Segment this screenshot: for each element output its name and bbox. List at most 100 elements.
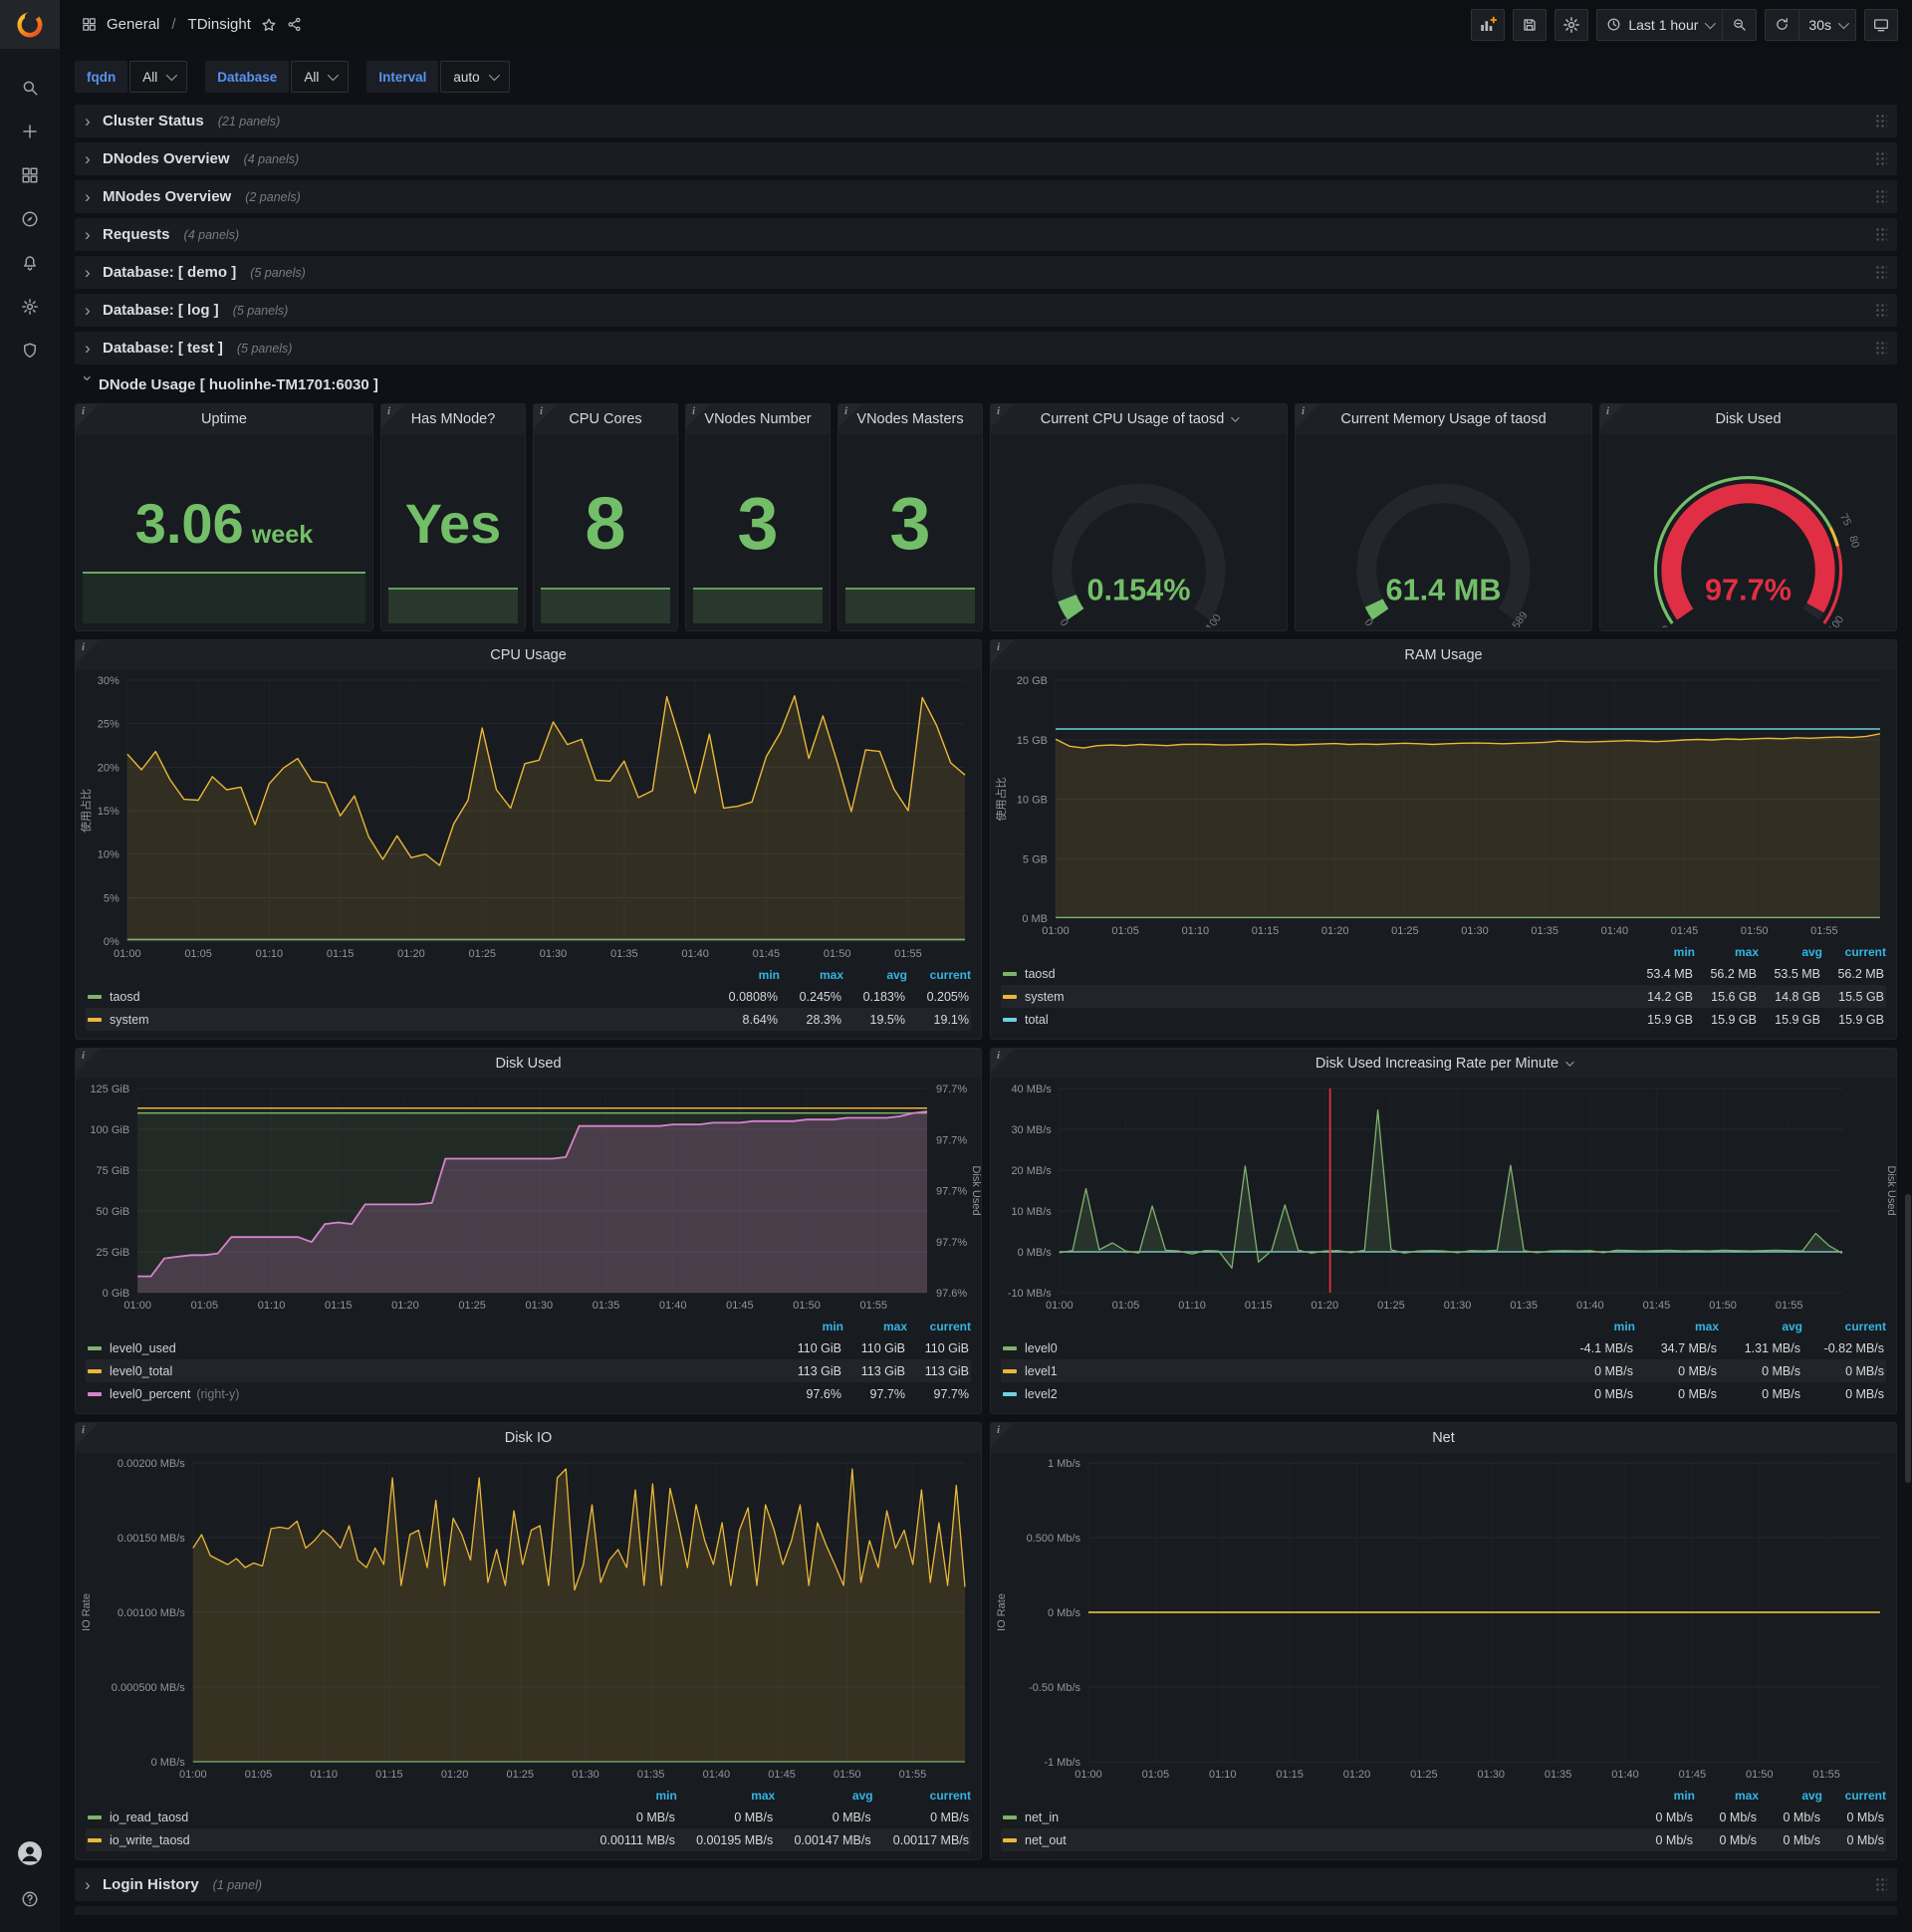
svg-text:97.7%: 97.7%: [1705, 572, 1792, 606]
chevron-down-icon: [1231, 413, 1240, 422]
explore-compass-icon[interactable]: [13, 204, 47, 234]
breadcrumb-section[interactable]: General: [107, 16, 160, 33]
legend-series-name[interactable]: system: [1025, 989, 1065, 1004]
stat-value: 3.06 week: [134, 491, 314, 555]
search-icon[interactable]: [13, 73, 47, 103]
svg-text:01:55: 01:55: [1810, 925, 1838, 937]
time-range-picker[interactable]: Last 1 hour: [1597, 10, 1722, 40]
legend-series-name[interactable]: level0_used: [110, 1340, 176, 1355]
legend-series-name[interactable]: level1: [1025, 1363, 1058, 1378]
svg-text:20%: 20%: [98, 762, 120, 774]
panel-title[interactable]: i VNodes Number: [686, 404, 830, 434]
svg-text:15 GB: 15 GB: [1017, 735, 1048, 747]
grafana-logo[interactable]: [0, 0, 60, 49]
configuration-gear-icon[interactable]: [13, 292, 47, 322]
refresh-interval-picker[interactable]: 30s: [1798, 9, 1855, 40]
plus-icon[interactable]: [13, 117, 47, 146]
row-drag-handle-icon[interactable]: [1875, 189, 1887, 204]
help-icon[interactable]: [13, 1884, 47, 1914]
legend-series-name[interactable]: level0_total: [110, 1363, 173, 1378]
dashboard-row-database-log[interactable]: › Database: [ log ] (5 panels): [75, 294, 1897, 327]
legend-series-name[interactable]: io_write_taosd: [110, 1832, 190, 1847]
panel-title[interactable]: i Net: [991, 1423, 1896, 1453]
zoom-out-icon: [1732, 17, 1747, 32]
star-icon[interactable]: [261, 17, 277, 33]
zoom-out-time-button[interactable]: [1722, 9, 1756, 40]
legend-value: 1.31 MB/s: [1744, 1340, 1800, 1355]
gauge-panel-current-cpu-usage-of-taosd: i Current CPU Usage of taosd 0 100 0.154%: [990, 403, 1288, 631]
panel-title[interactable]: i Current Memory Usage of taosd: [1296, 404, 1591, 434]
alerting-bell-icon[interactable]: [13, 248, 47, 278]
panel-title[interactable]: i Disk Used: [76, 1049, 981, 1079]
panel-title[interactable]: i Disk Used: [1600, 404, 1896, 434]
svg-text:97.7%: 97.7%: [936, 1084, 967, 1095]
row-drag-handle-icon[interactable]: [1875, 114, 1887, 128]
save-dashboard-button[interactable]: [1513, 8, 1548, 41]
dashboard-row-cluster-status[interactable]: › Cluster Status (21 panels): [75, 105, 1897, 137]
svg-text:01:50: 01:50: [824, 948, 851, 960]
chart-panels-grid: i CPU Usage 01:00 01:05 01:10 01:15 01:20 01:2…: [75, 639, 1897, 1860]
share-icon[interactable]: [287, 17, 302, 32]
dashboard-row-mnodes-overview[interactable]: › MNodes Overview (2 panels): [75, 180, 1897, 213]
legend-series-name[interactable]: level2: [1025, 1386, 1058, 1401]
svg-text:25 GiB: 25 GiB: [97, 1247, 130, 1259]
panel-title[interactable]: i Disk Used Increasing Rate per Minute: [991, 1049, 1896, 1079]
row-drag-handle-icon[interactable]: [1875, 227, 1887, 242]
variables-bar: fqdn All Database All Interval auto: [75, 61, 1897, 93]
legend-value: 15.9 GB: [1647, 1012, 1693, 1027]
row-drag-handle-icon[interactable]: [1875, 265, 1887, 280]
legend-row: level0_used 110 GiB 110 GiB 110 GiB: [86, 1336, 971, 1359]
chart-area: 01:00 01:05 01:10 01:15 01:20 01:25 01:30 01:35…: [76, 1453, 981, 1784]
legend-series-name[interactable]: taosd: [110, 989, 140, 1004]
row-drag-handle-icon[interactable]: [1875, 1877, 1887, 1892]
server-admin-shield-icon[interactable]: [13, 336, 47, 365]
variable-value-dropdown[interactable]: All: [129, 61, 188, 93]
dashboard-row-database-demo[interactable]: › Database: [ demo ] (5 panels): [75, 256, 1897, 289]
dashboard-settings-button[interactable]: [1554, 8, 1589, 41]
svg-text:01:35: 01:35: [1531, 925, 1558, 937]
svg-text:-10 MB/s: -10 MB/s: [1008, 1288, 1053, 1300]
chevron-right-icon: ›: [85, 224, 91, 244]
panel-title[interactable]: i CPU Cores: [534, 404, 677, 434]
panel-title[interactable]: i Disk IO: [76, 1423, 981, 1453]
legend-series-name[interactable]: level0_percent: [110, 1386, 191, 1401]
legend-series-name[interactable]: level0: [1025, 1340, 1058, 1355]
panel-title[interactable]: i Current CPU Usage of taosd: [991, 404, 1287, 434]
dashboard-row-requests[interactable]: › Requests (4 panels): [75, 218, 1897, 251]
breadcrumb-dashboard-title[interactable]: TDinsight: [187, 16, 251, 33]
cycle-view-mode-button[interactable]: [1864, 8, 1898, 41]
row-dnode-usage[interactable]: › DNode Usage [ huolinhe-TM1701:6030 ]: [75, 369, 1897, 399]
panel-title[interactable]: i CPU Usage: [76, 640, 981, 670]
panel-title[interactable]: i Uptime: [76, 404, 372, 434]
row-drag-handle-icon[interactable]: [1875, 151, 1887, 166]
legend-series-name[interactable]: io_read_taosd: [110, 1810, 189, 1824]
scrollbar-thumb[interactable]: [1905, 1194, 1911, 1483]
legend-series-name[interactable]: net_in: [1025, 1810, 1060, 1824]
legend-series-name[interactable]: total: [1025, 1012, 1049, 1027]
svg-text:97.7%: 97.7%: [936, 1186, 967, 1198]
add-panel-button[interactable]: [1471, 8, 1506, 41]
legend-series-name[interactable]: system: [110, 1012, 149, 1027]
variable-value-dropdown[interactable]: auto: [440, 61, 510, 93]
legend-series-name[interactable]: taosd: [1025, 966, 1056, 981]
panel-title[interactable]: i VNodes Masters: [838, 404, 982, 434]
user-avatar[interactable]: [13, 1838, 47, 1868]
dashboard-row-database-test[interactable]: › Database: [ test ] (5 panels): [75, 332, 1897, 364]
row-drag-handle-icon[interactable]: [1875, 341, 1887, 356]
svg-text:0: 0: [1361, 616, 1374, 626]
dashboard-row-login-history[interactable]: › Login History (1 panel): [75, 1868, 1897, 1901]
legend-column-header: avg: [1801, 945, 1822, 959]
panel-title[interactable]: i RAM Usage: [991, 640, 1896, 670]
variable-value-dropdown[interactable]: All: [291, 61, 350, 93]
dashboards-icon[interactable]: [13, 160, 47, 190]
refresh-button[interactable]: [1766, 10, 1798, 40]
legend-series-name[interactable]: net_out: [1025, 1832, 1067, 1847]
svg-text:0 MB: 0 MB: [1022, 913, 1048, 925]
svg-text:0.500 Mb/s: 0.500 Mb/s: [1027, 1533, 1081, 1545]
svg-text:-1 Mb/s: -1 Mb/s: [1044, 1757, 1080, 1769]
row-drag-handle-icon[interactable]: [1875, 303, 1887, 318]
panel-title[interactable]: i Has MNode?: [381, 404, 525, 434]
svg-text:01:45: 01:45: [1679, 1769, 1707, 1781]
dashboard-row-dnodes-overview[interactable]: › DNodes Overview (4 panels): [75, 142, 1897, 175]
